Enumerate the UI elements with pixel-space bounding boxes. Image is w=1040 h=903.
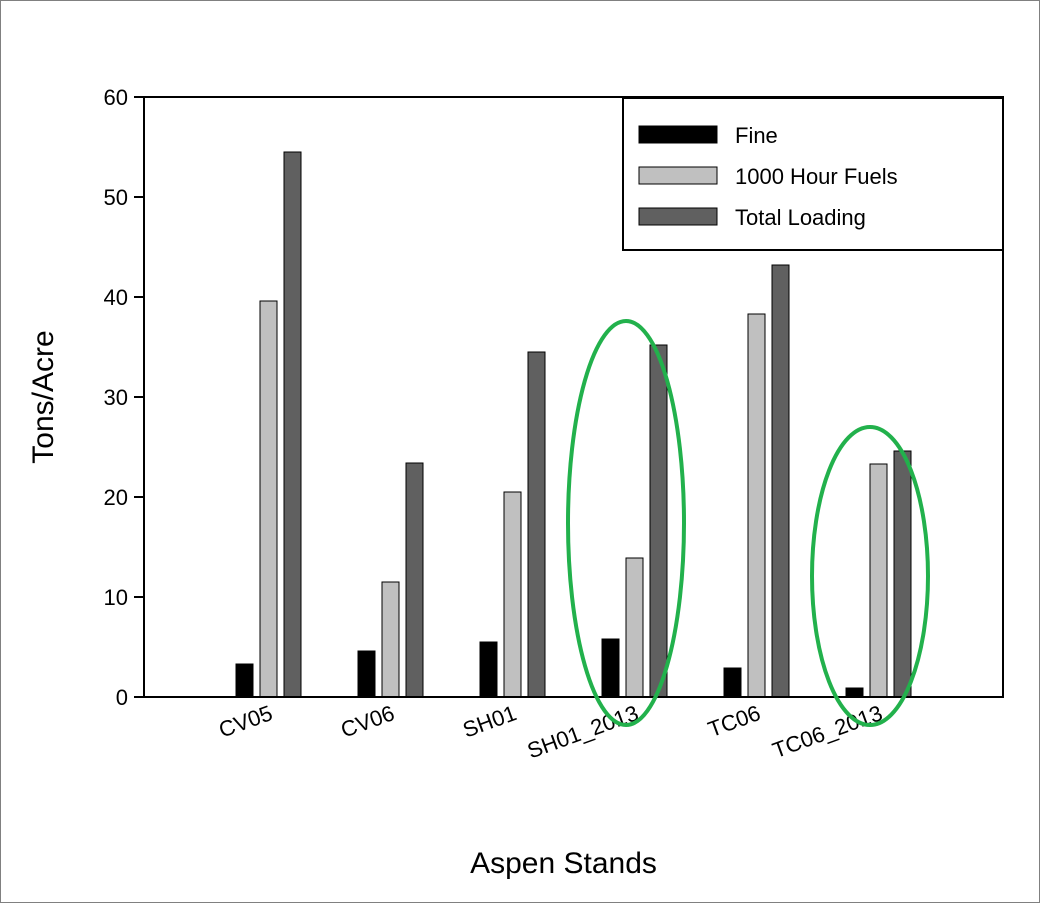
bar-total-loading [405,462,424,698]
legend-label: Total Loading [735,205,866,230]
legend: Fine 1000 Hour Fuels Total Loading [622,97,1004,251]
y-tick-label: 40 [104,285,128,310]
x-tick-label: SH01 [459,700,519,742]
x-tick-label: CV05 [215,700,275,742]
legend-label: Fine [735,123,778,148]
bar-total-loading [893,450,912,698]
y-axis-ticks: 0 10 20 30 40 50 60 [104,85,144,710]
y-tick-label: 0 [116,685,128,710]
highlight-ellipse [566,319,686,727]
bar-1000-hour-fuels [259,300,278,698]
bar-fine [357,650,376,698]
bar-1000-hour-fuels [869,463,888,698]
x-tick-label: TC06_2013 [769,700,886,763]
x-tick-label: CV06 [337,700,397,742]
legend-label: 1000 Hour Fuels [735,164,898,189]
legend-swatch [638,207,718,226]
x-tick-label: TC06 [705,700,764,742]
y-tick-label: 20 [104,485,128,510]
y-tick-label: 50 [104,185,128,210]
bar-total-loading [649,344,668,698]
bar-1000-hour-fuels [625,557,644,698]
bar-total-loading [527,351,546,698]
x-tick-label: SH01_2013 [524,700,642,763]
bar-fine [845,687,864,698]
y-tick-label: 10 [104,585,128,610]
bar-fine [601,638,620,698]
bar-1000-hour-fuels [747,313,766,698]
y-axis-title: Tons/Acre [27,330,60,463]
legend-swatch [638,125,718,144]
bar-total-loading [771,264,790,698]
bar-total-loading [283,151,302,698]
x-axis-ticks: CV05 CV06 SH01 SH01_2013 TC06 TC06_2013 [215,700,885,763]
bar-series [235,151,912,698]
bar-1000-hour-fuels [381,581,400,698]
bar-fine [235,663,254,698]
legend-swatch [638,166,718,185]
highlight-ellipse [810,425,930,727]
bar-fine [723,667,742,698]
bar-fine [479,641,498,698]
plot-area-border [143,96,1004,698]
y-tick-label: 60 [104,85,128,110]
bar-1000-hour-fuels [503,491,522,698]
y-tick-label: 30 [104,385,128,410]
highlight-ellipses [566,319,930,727]
x-axis-title: Aspen Stands [470,847,657,880]
